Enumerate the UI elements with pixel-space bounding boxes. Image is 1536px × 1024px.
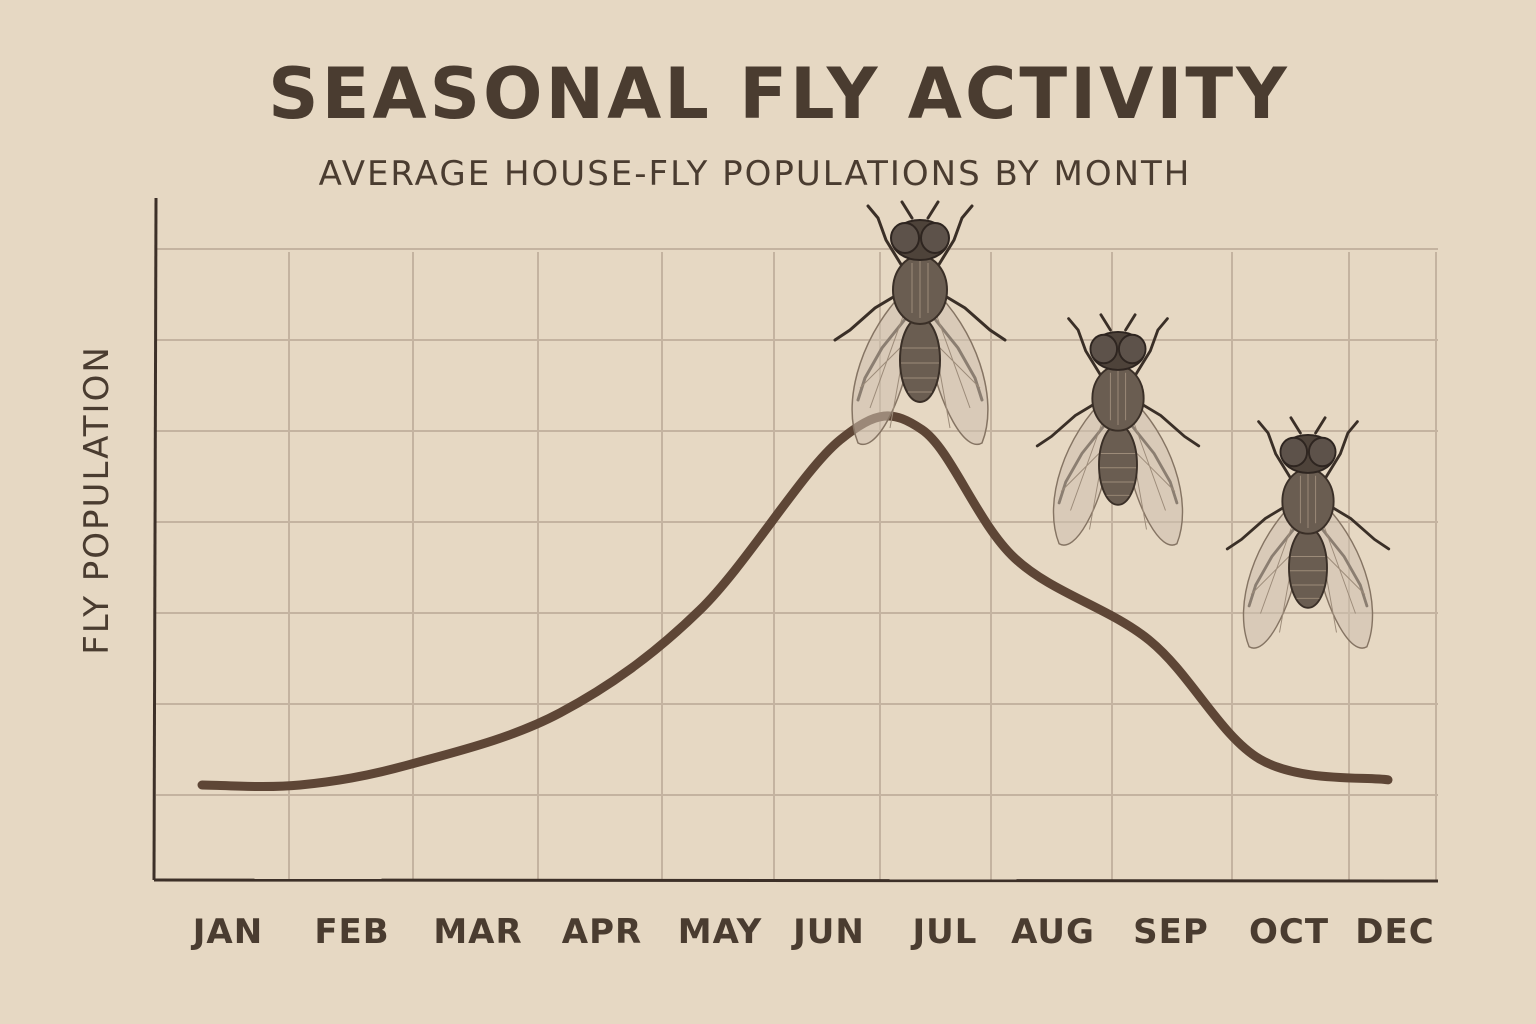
x-tick-label-dec: DEC	[1355, 912, 1434, 952]
x-tick-label-jan: JAN	[191, 912, 263, 952]
x-tick-label-feb: FEB	[314, 912, 389, 952]
x-tick-label-sep: SEP	[1133, 912, 1209, 952]
y-axis-label: FLY POPULATION	[77, 345, 117, 655]
axes	[152, 197, 1439, 883]
x-tick-label-aug: AUG	[1011, 912, 1095, 952]
x-tick-label-oct: OCT	[1249, 912, 1329, 952]
x-tick-label-mar: MAR	[433, 912, 522, 952]
x-tick-label-apr: APR	[562, 912, 642, 952]
chart-subtitle: AVERAGE HOUSE-FLY POPULATIONS BY MONTH	[319, 154, 1192, 194]
x-tick-label-jun: JUN	[791, 912, 865, 952]
x-tick-labels: JAN FEB MAR APR MAY JUN JUL AUG SEP OCT DEC	[191, 912, 1434, 952]
y-axis	[152, 197, 158, 881]
x-tick-label-may: MAY	[678, 912, 763, 952]
x-tick-label-jul: JUL	[911, 912, 978, 952]
series-line-fly-population	[197, 411, 1393, 792]
x-axis	[153, 878, 1439, 883]
series	[197, 411, 1393, 792]
chart-title: SEASONAL FLY ACTIVITY	[268, 53, 1290, 135]
